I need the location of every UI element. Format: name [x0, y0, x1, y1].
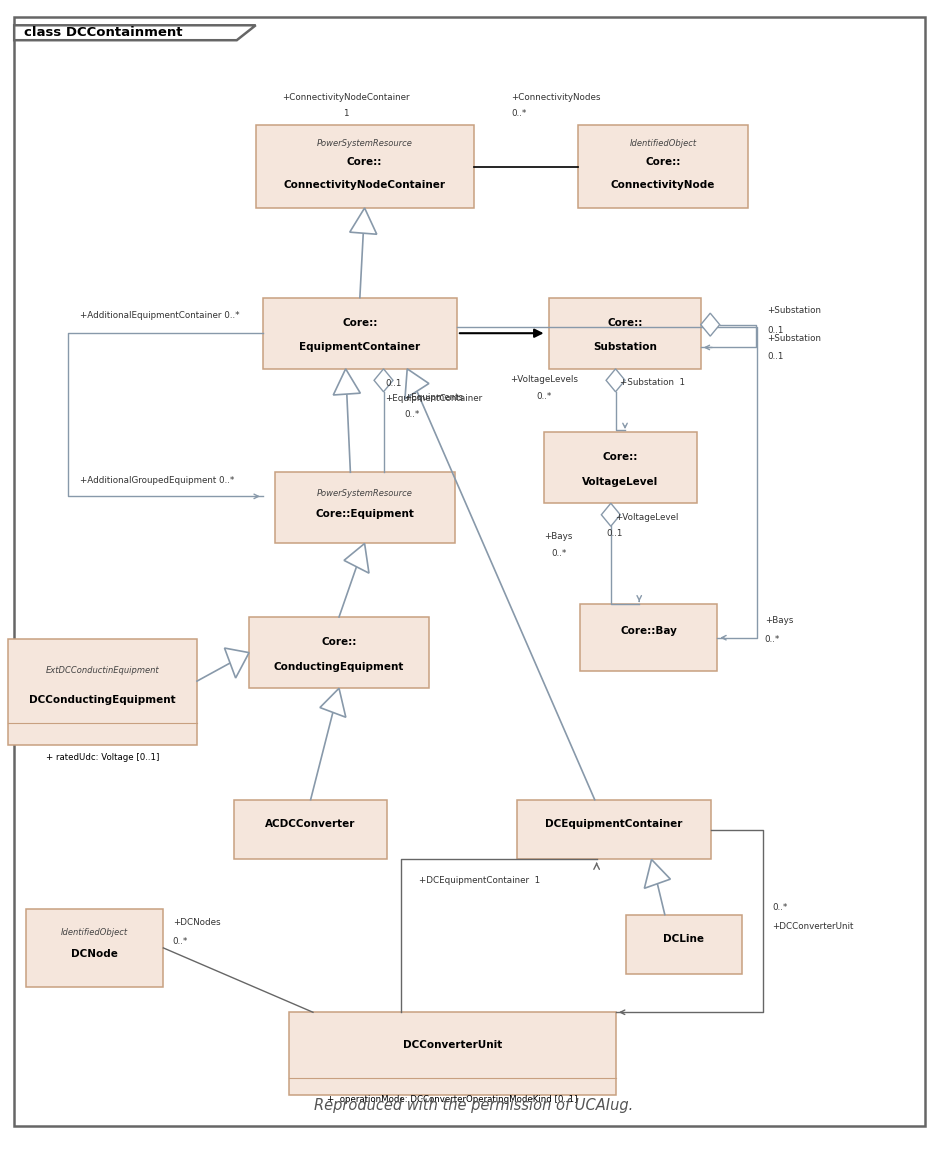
- Text: +EquipmentContainer: +EquipmentContainer: [385, 394, 483, 403]
- FancyBboxPatch shape: [234, 800, 387, 859]
- Text: Core::Bay: Core::Bay: [620, 626, 677, 637]
- Text: ConnectivityNodeContainer: ConnectivityNodeContainer: [283, 179, 446, 190]
- Polygon shape: [405, 369, 429, 399]
- Text: Core::: Core::: [321, 637, 357, 647]
- FancyBboxPatch shape: [275, 472, 455, 543]
- Text: +DCEquipmentContainer  1: +DCEquipmentContainer 1: [420, 876, 540, 885]
- Text: ConductingEquipment: ConductingEquipment: [274, 662, 404, 672]
- FancyBboxPatch shape: [290, 1012, 616, 1095]
- FancyBboxPatch shape: [517, 800, 710, 859]
- Text: 0..*: 0..*: [172, 936, 188, 946]
- Text: 0..*: 0..*: [404, 410, 420, 419]
- Text: +AdditionalEquipmentContainer 0..*: +AdditionalEquipmentContainer 0..*: [80, 311, 240, 321]
- Text: DCNode: DCNode: [71, 949, 118, 959]
- Polygon shape: [606, 369, 625, 392]
- Text: Reproduced with the permission of UCAIug.: Reproduced with the permission of UCAIug…: [313, 1097, 634, 1113]
- Polygon shape: [701, 314, 720, 337]
- FancyBboxPatch shape: [8, 639, 197, 745]
- Text: +VoltageLevel: +VoltageLevel: [616, 512, 679, 522]
- FancyBboxPatch shape: [14, 17, 925, 1126]
- Text: DCEquipmentContainer: DCEquipmentContainer: [545, 818, 683, 828]
- Text: DCConverterUnit: DCConverterUnit: [403, 1040, 502, 1050]
- FancyBboxPatch shape: [27, 909, 164, 987]
- Text: ExtDCConductinEquipment: ExtDCConductinEquipment: [45, 666, 159, 676]
- Polygon shape: [344, 543, 369, 573]
- Text: +DCNodes: +DCNodes: [172, 918, 221, 927]
- Text: EquipmentContainer: EquipmentContainer: [299, 342, 420, 353]
- Text: +Equipments: +Equipments: [404, 393, 463, 402]
- FancyBboxPatch shape: [249, 617, 429, 688]
- Text: Core::: Core::: [342, 317, 378, 327]
- Text: +AdditionalGroupedEquipment 0..*: +AdditionalGroupedEquipment 0..*: [80, 476, 234, 485]
- Text: +ConnectivityNodeContainer: +ConnectivityNodeContainer: [282, 93, 409, 102]
- Text: DCLine: DCLine: [663, 933, 705, 943]
- FancyBboxPatch shape: [578, 125, 748, 208]
- Text: IdentifiedObject: IdentifiedObject: [630, 139, 696, 148]
- FancyBboxPatch shape: [544, 432, 697, 503]
- Text: Core::Equipment: Core::Equipment: [315, 509, 414, 518]
- Text: PowerSystemResource: PowerSystemResource: [316, 139, 413, 148]
- Polygon shape: [14, 25, 256, 40]
- Text: 0..1: 0..1: [767, 352, 783, 361]
- Text: ConnectivityNode: ConnectivityNode: [611, 179, 715, 190]
- Text: ACDCConverter: ACDCConverter: [265, 818, 356, 828]
- Text: Core::: Core::: [645, 157, 681, 168]
- Polygon shape: [349, 208, 377, 234]
- Text: 0..1: 0..1: [385, 379, 402, 388]
- FancyBboxPatch shape: [580, 604, 718, 671]
- Text: + ratedUdc: Voltage [0..1]: + ratedUdc: Voltage [0..1]: [45, 753, 159, 762]
- FancyBboxPatch shape: [256, 125, 474, 208]
- Polygon shape: [374, 369, 393, 392]
- Text: +Bays: +Bays: [765, 616, 793, 625]
- FancyBboxPatch shape: [263, 298, 457, 369]
- Text: +ConnectivityNodes: +ConnectivityNodes: [511, 93, 601, 102]
- Text: +Substation: +Substation: [767, 307, 821, 315]
- Text: class DCContainment: class DCContainment: [24, 25, 182, 39]
- Text: 0..*: 0..*: [765, 635, 780, 645]
- Text: VoltageLevel: VoltageLevel: [582, 477, 658, 487]
- Text: +Bays: +Bays: [545, 532, 573, 541]
- Text: +  operationMode: DCConverterOperatingModeKind [0..1]: + operationMode: DCConverterOperatingMod…: [328, 1095, 578, 1104]
- Text: Core::: Core::: [607, 317, 643, 327]
- FancyBboxPatch shape: [549, 298, 701, 369]
- Text: +VoltageLevels: +VoltageLevels: [510, 376, 579, 384]
- Text: 0..*: 0..*: [537, 393, 552, 401]
- Text: DCConductingEquipment: DCConductingEquipment: [29, 695, 175, 705]
- Text: 1: 1: [343, 109, 348, 118]
- Polygon shape: [601, 503, 620, 526]
- Text: Core::: Core::: [347, 157, 383, 168]
- Polygon shape: [224, 648, 249, 678]
- Text: +Substation: +Substation: [767, 333, 821, 342]
- Text: Substation: Substation: [593, 342, 657, 353]
- Polygon shape: [644, 859, 670, 888]
- Text: +DCConverterUnit: +DCConverterUnit: [773, 923, 853, 931]
- Text: IdentifiedObject: IdentifiedObject: [62, 927, 128, 936]
- Text: 0..1: 0..1: [606, 529, 622, 538]
- FancyBboxPatch shape: [626, 915, 742, 974]
- Text: +Substation  1: +Substation 1: [620, 378, 686, 387]
- Text: 0..1: 0..1: [767, 326, 783, 334]
- Text: 0..*: 0..*: [511, 109, 527, 118]
- Text: 0..*: 0..*: [551, 549, 566, 558]
- Polygon shape: [320, 688, 346, 717]
- Polygon shape: [333, 369, 360, 395]
- Text: Core::: Core::: [602, 452, 638, 462]
- Text: PowerSystemResource: PowerSystemResource: [316, 489, 413, 499]
- Text: 0..*: 0..*: [773, 903, 788, 911]
